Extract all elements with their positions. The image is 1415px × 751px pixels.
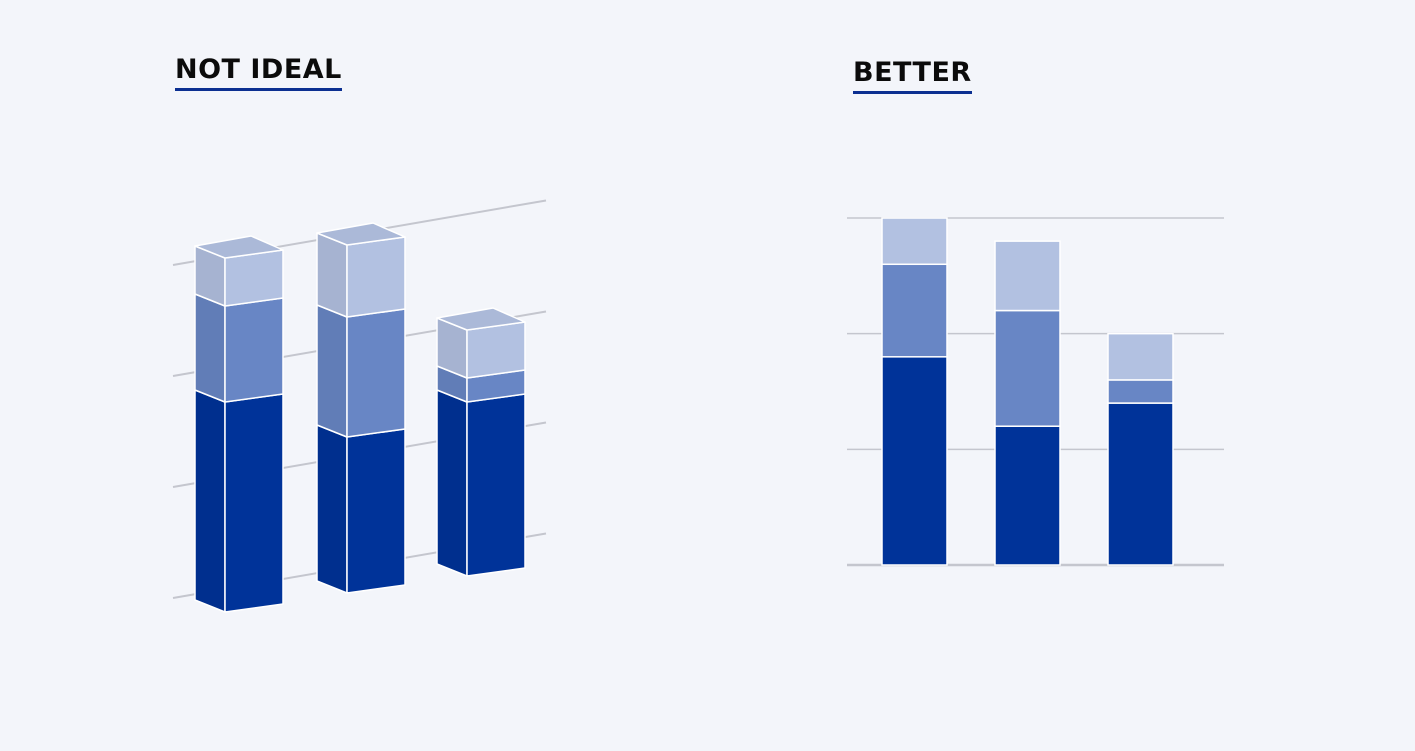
bar-3d-top-face bbox=[316, 222, 406, 246]
bars-3d bbox=[194, 222, 526, 613]
bar-2d-segment bbox=[1107, 402, 1174, 566]
bar-2d-segment bbox=[881, 217, 948, 266]
bar-2d-segment bbox=[881, 263, 948, 358]
better-title: BETTER bbox=[853, 59, 972, 94]
not-ideal-title-text: NOT IDEAL bbox=[175, 54, 342, 85]
bar-3d-top-face bbox=[436, 307, 526, 331]
bars-2d bbox=[881, 217, 1174, 566]
bar-3d-top-face bbox=[194, 235, 284, 259]
not-ideal-3d-stacked-bar-chart bbox=[172, 199, 547, 613]
bar-2d-segment bbox=[1107, 379, 1174, 404]
not-ideal-title-underline bbox=[175, 88, 342, 91]
bar-2d-segment bbox=[881, 356, 948, 566]
bar-2d-segment bbox=[994, 425, 1061, 566]
not-ideal-title: NOT IDEAL bbox=[175, 56, 342, 91]
bar-2d-segment bbox=[1107, 332, 1174, 381]
better-title-text: BETTER bbox=[853, 57, 972, 88]
better-title-underline bbox=[853, 91, 972, 94]
bar-2d-segment bbox=[994, 240, 1061, 312]
bar-2d-segment bbox=[994, 309, 1061, 427]
